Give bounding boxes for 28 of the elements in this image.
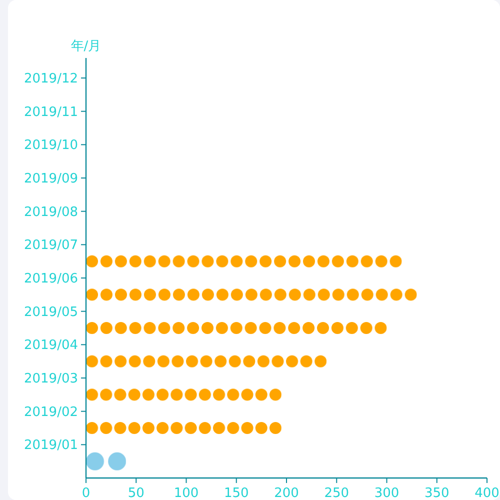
bar — [86, 288, 417, 301]
bar — [86, 322, 387, 334]
y-tick-label: 2019/09 — [24, 172, 78, 186]
bar — [86, 388, 282, 401]
bar — [86, 255, 402, 268]
y-tick-label: 2019/10 — [24, 138, 78, 154]
y-tick-label: 2019/05 — [24, 304, 78, 320]
y-tick-label: 2019/12 — [24, 72, 78, 86]
y-tick-label: 2019/08 — [24, 204, 78, 220]
y-tick-label: 2019/03 — [24, 372, 78, 386]
bar — [86, 422, 282, 434]
y-tick-label: 2019/11 — [24, 104, 78, 120]
y-tick-label: 2019/06 — [24, 272, 78, 286]
x-tick-label: 250 — [324, 486, 350, 500]
y-axis-title: 年/月 — [70, 39, 102, 54]
x-tick-label: 50 — [128, 486, 144, 500]
x-tick-label: 300 — [374, 486, 400, 500]
y-tick-label: 2019/04 — [24, 338, 78, 354]
bar — [86, 355, 327, 368]
y-tick-label: 2019/01 — [24, 438, 78, 454]
x-tick-label: 100 — [174, 486, 199, 500]
y-tick-label: 2019/02 — [24, 404, 78, 420]
x-tick-label: 150 — [224, 486, 249, 500]
x-tick-label: 350 — [424, 486, 450, 500]
y-tick-label: 2019/07 — [24, 238, 78, 254]
x-tick-label: 200 — [274, 486, 299, 500]
x-tick-label: 400 — [474, 486, 500, 500]
x-tick-label: 0 — [82, 486, 90, 500]
